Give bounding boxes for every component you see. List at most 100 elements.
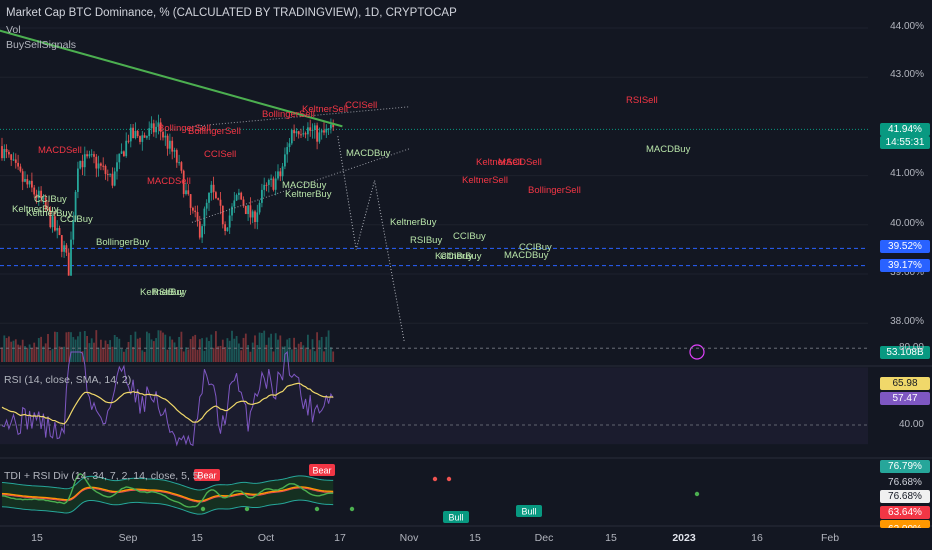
sell-signal-label: CCISell [204, 149, 236, 160]
candle-body [54, 216, 56, 231]
volume-bar [1, 347, 3, 362]
volume-bar [40, 336, 42, 362]
candle-body [307, 127, 309, 135]
volume-bar [141, 350, 144, 362]
bull-label: Bull [521, 507, 536, 517]
rsi-tick-80: 80.00 [898, 342, 924, 353]
candle-body [242, 199, 245, 206]
candle-body [290, 130, 293, 144]
volume-bar [24, 345, 26, 362]
volume-bar [14, 339, 17, 362]
volume-bar [81, 351, 84, 362]
candle-body [104, 166, 107, 175]
volume-bar [77, 336, 79, 362]
volume-bar [198, 339, 201, 362]
candle-body [284, 154, 286, 167]
candle-body [109, 173, 111, 175]
buy-signal-label: MACDBuy [646, 144, 691, 155]
candle-body [157, 122, 160, 127]
volume-bar [86, 335, 88, 362]
rsi-pane-title[interactable]: RSI (14, close, SMA, 14, 2) [4, 374, 132, 386]
tdi-dot [446, 476, 452, 482]
candle-body [28, 180, 31, 185]
volume-bar [318, 340, 321, 362]
volume-bar [274, 333, 277, 362]
candle-body [95, 156, 98, 169]
bear-label-bg [194, 469, 220, 481]
volume-bar [173, 342, 176, 362]
buy-signal-label: BollingerBuy [96, 237, 150, 248]
volume-bar [155, 338, 157, 362]
candle-body [97, 163, 100, 169]
volume-bar [74, 339, 77, 362]
volume-bar [235, 336, 238, 362]
candle-body [125, 140, 128, 157]
sell-signal-label: BollingerSell [528, 185, 581, 196]
volume-bar [60, 346, 63, 362]
candle-body [141, 135, 144, 142]
volume-bar [231, 330, 233, 362]
channel-upper [191, 106, 411, 127]
volume-bar [323, 351, 325, 362]
candle-body [120, 151, 123, 154]
candle-body [129, 127, 132, 142]
sell-signal-label: RSISell [626, 95, 658, 106]
sell-signal-label: KeltnerSell [302, 104, 348, 115]
candle-body [44, 197, 47, 209]
tdi-dot [200, 506, 206, 512]
volume-bar [258, 332, 261, 362]
candle-body [300, 134, 302, 136]
volume-bar [132, 346, 134, 362]
candle-body [37, 190, 40, 199]
bear-label: Bear [197, 471, 216, 481]
volume-bar [102, 347, 105, 362]
candle-body [31, 180, 33, 188]
volume-bar [265, 344, 268, 362]
chart-title[interactable]: Market Cap BTC Dominance, % (CALCULATED … [6, 7, 457, 19]
candle-body [272, 178, 275, 190]
volume-bar [219, 345, 222, 362]
candle-body [196, 212, 199, 222]
candle-body [194, 210, 197, 213]
volume-bar [240, 350, 243, 362]
candle-body [139, 136, 141, 142]
volume-bar [226, 338, 229, 362]
candle-body [19, 166, 22, 172]
volume-bar [178, 336, 180, 362]
sell-signal-label: KeltnerSell [462, 175, 508, 186]
rsi-pane [0, 347, 868, 447]
tdi-value-2: 76.68% [880, 476, 930, 489]
candle-body [67, 252, 70, 276]
candle-body [146, 136, 148, 138]
tdi-pane-title[interactable]: TDI + RSI Div (14, 34, 7, 2, 14, close, … [4, 470, 202, 482]
indicator-vol[interactable]: Vol [6, 24, 21, 36]
tdi-midline [1, 486, 334, 502]
volume-bar [118, 338, 121, 362]
tdi-signal-line [1, 487, 334, 503]
tdi-pane: Bear Bear Bull Bull [1, 464, 700, 523]
volume-bar [116, 337, 118, 362]
candle-body [251, 211, 254, 218]
candle-body [47, 208, 49, 210]
candle-body [274, 178, 277, 190]
x-label-dec: Dec [534, 532, 554, 544]
candle-body [26, 179, 29, 185]
candle-body [327, 128, 330, 130]
volume-bar [159, 330, 162, 362]
candle-body [240, 192, 243, 200]
indicator-buysellsignals[interactable]: BuySellSignals [6, 39, 77, 51]
buy-signal-label: CCIBuy [453, 231, 486, 242]
candle-body [263, 184, 266, 190]
tdi-dot [349, 506, 355, 512]
volume-bar [143, 351, 146, 362]
candle-body [226, 227, 229, 231]
volume-bar [313, 351, 316, 362]
x-label-jan16: 16 [751, 532, 763, 544]
candle-body [228, 215, 231, 228]
volume-bar [70, 332, 72, 362]
candle-body [265, 184, 268, 186]
x-label-nov: Nov [399, 532, 419, 544]
candle-body [281, 166, 284, 177]
volume-bar [244, 333, 247, 362]
